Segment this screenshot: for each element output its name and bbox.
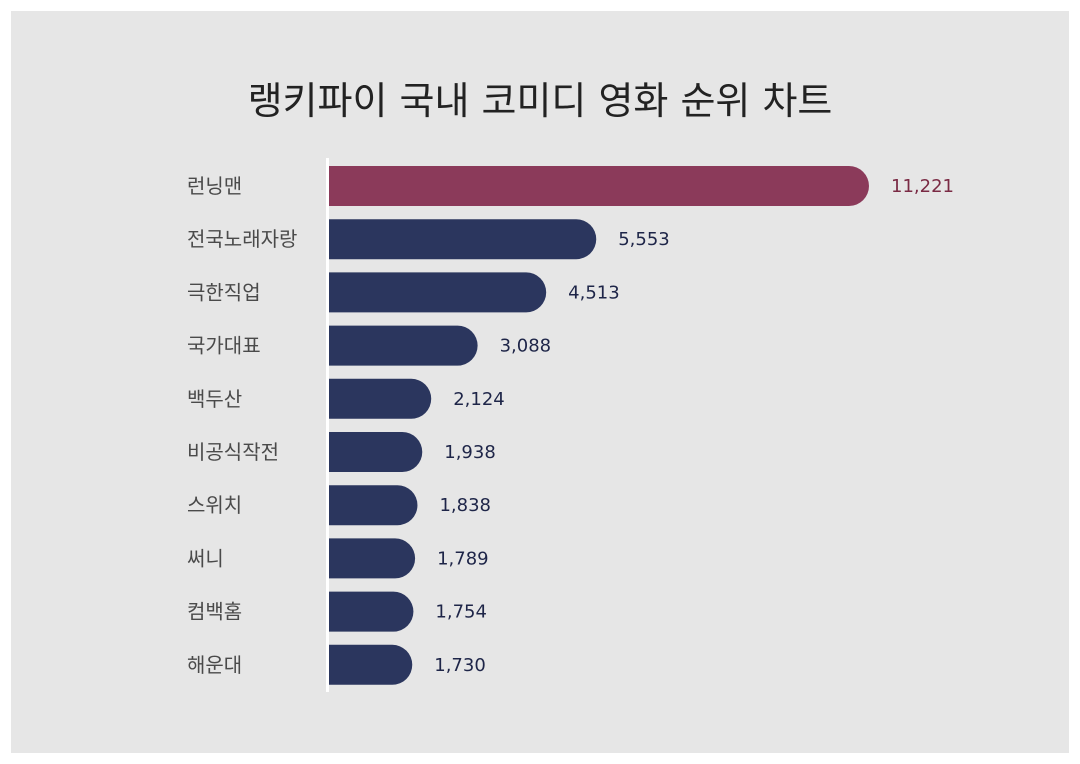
value-label-4: 3,088 bbox=[500, 336, 552, 357]
bar-3 bbox=[329, 272, 547, 313]
category-label-7: 스위치 bbox=[187, 493, 242, 517]
category-label-4: 국가대표 bbox=[187, 334, 261, 358]
value-label-3: 4,513 bbox=[568, 282, 620, 303]
value-label-10: 1,730 bbox=[434, 655, 486, 676]
chart-title: 랭키파이 국내 코미디 영화 순위 차트 bbox=[247, 79, 833, 123]
value-label-6: 1,938 bbox=[444, 442, 496, 463]
value-label-1: 11,221 bbox=[891, 176, 954, 197]
bar-10 bbox=[329, 644, 413, 685]
category-label-2: 전국노래자랑 bbox=[187, 227, 297, 251]
bar-8 bbox=[329, 538, 416, 579]
value-label-7: 1,838 bbox=[439, 495, 491, 516]
bar-9 bbox=[329, 591, 414, 632]
bar-4 bbox=[329, 325, 478, 366]
value-label-9: 1,754 bbox=[435, 602, 487, 623]
bar-1 bbox=[329, 166, 869, 206]
category-label-5: 백두산 bbox=[187, 387, 242, 411]
bar-5 bbox=[329, 378, 432, 419]
chart-background bbox=[11, 11, 1069, 753]
category-label-10: 해운대 bbox=[187, 653, 242, 677]
value-label-8: 1,789 bbox=[437, 548, 489, 569]
category-label-1: 런닝맨 bbox=[187, 174, 242, 198]
category-label-9: 컴백홈 bbox=[187, 600, 242, 624]
bar-7 bbox=[329, 485, 418, 526]
value-label-2: 5,553 bbox=[618, 229, 670, 250]
y-axis-line bbox=[326, 158, 329, 692]
bar-2 bbox=[329, 219, 597, 260]
category-label-6: 비공식작전 bbox=[187, 440, 279, 464]
category-label-3: 극한직업 bbox=[187, 280, 261, 304]
value-label-5: 2,124 bbox=[453, 389, 505, 410]
category-label-8: 써니 bbox=[187, 546, 224, 570]
bar-6 bbox=[329, 432, 423, 472]
